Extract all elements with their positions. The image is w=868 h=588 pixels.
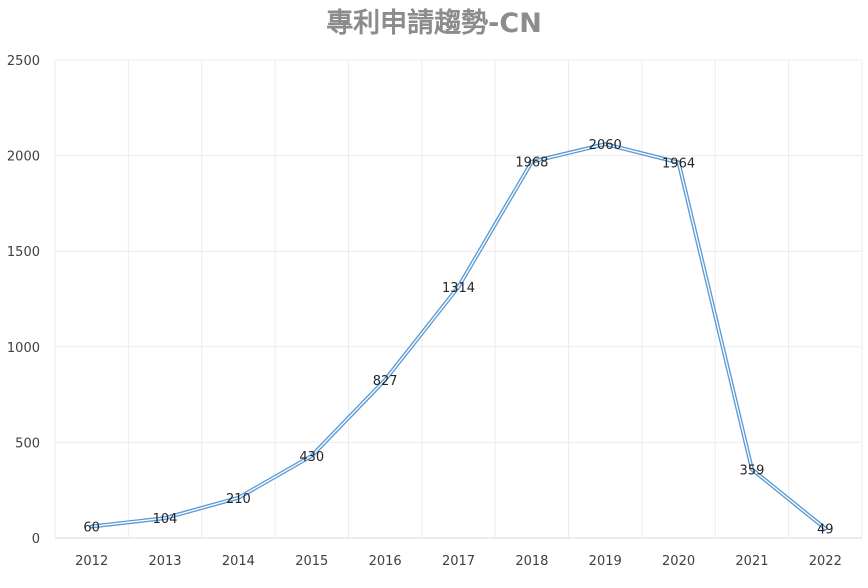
y-tick-label: 1000 — [7, 341, 40, 356]
data-label: 210 — [226, 492, 251, 507]
gridlines — [54, 59, 863, 538]
x-tick-label: 2014 — [222, 554, 255, 569]
data-labels: 60 104 210 430 827 1314 1968 2060 1964 359 49 — [83, 138, 833, 538]
data-label: 359 — [740, 463, 765, 478]
y-tick-label: 0 — [32, 532, 40, 547]
data-label: 1314 — [442, 281, 475, 296]
data-label: 49 — [817, 523, 834, 538]
data-label: 104 — [153, 512, 178, 527]
axes: 0 500 1000 1500 2000 2500 2012 2013 2014 2015 2016… — [7, 54, 862, 569]
data-label: 827 — [373, 374, 398, 389]
data-label: 1964 — [662, 156, 695, 171]
x-tick-label: 2019 — [589, 554, 622, 569]
data-label: 60 — [83, 521, 100, 536]
series-line-inner — [91, 143, 826, 530]
x-tick-label: 2017 — [442, 554, 475, 569]
data-label: 2060 — [589, 138, 622, 153]
y-tick-label: 500 — [15, 436, 40, 451]
y-tick-label: 2000 — [7, 150, 40, 165]
x-tick-label: 2022 — [809, 554, 842, 569]
x-tick-label: 2020 — [662, 554, 695, 569]
x-tick-label: 2012 — [75, 554, 108, 569]
x-tick-label: 2013 — [148, 554, 181, 569]
y-tick-label: 1500 — [7, 245, 40, 260]
x-tick-label: 2015 — [295, 554, 328, 569]
y-tick-label: 2500 — [7, 54, 40, 69]
data-label: 1968 — [515, 156, 548, 171]
chart-title: 專利申請趨勢-CN — [326, 7, 542, 39]
series-layer — [89, 142, 828, 531]
x-tick-label: 2018 — [515, 554, 548, 569]
x-tick-label: 2021 — [735, 554, 768, 569]
data-label: 430 — [299, 450, 324, 465]
x-tick-label: 2016 — [369, 554, 402, 569]
